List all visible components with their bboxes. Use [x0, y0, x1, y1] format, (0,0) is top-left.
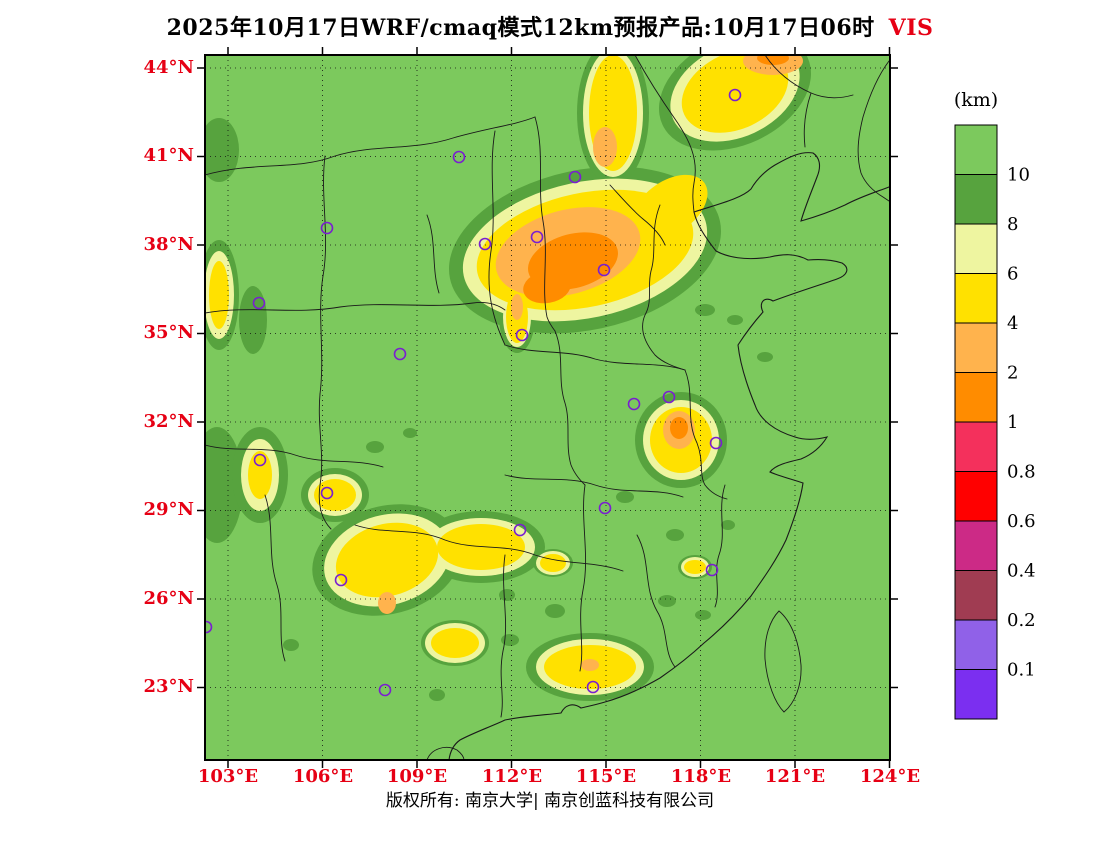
- legend-unit-label: (km): [954, 89, 998, 111]
- lon-label-118e: 118°E: [670, 766, 732, 787]
- legend-cell: [954, 520, 998, 571]
- legend-cell: [954, 174, 998, 225]
- lat-label-41n: 41°N: [143, 145, 194, 166]
- taiwan-island-path: [764, 610, 802, 713]
- legend-cell: [954, 421, 998, 472]
- title-text: 2025年10月17日WRF/cmaq模式12km预报产品:10月17日06时: [166, 15, 875, 41]
- legend-cell: [954, 372, 998, 423]
- legend-tick-labels: 10 8 6 4 2 1 0.8 0.6 0.4 0.2 0.1: [1007, 165, 1036, 681]
- legend-cell: [954, 124, 998, 175]
- legend-label: 8: [1007, 214, 1018, 235]
- legend-cell: [954, 471, 998, 522]
- province-boundaries: [205, 55, 890, 760]
- legend-label: 2: [1007, 363, 1018, 384]
- legend-label: 0.4: [1007, 561, 1036, 582]
- lat-label-44n: 44°N: [143, 57, 194, 78]
- lon-label-124e: 124°E: [859, 766, 921, 787]
- legend-label: 1: [1007, 412, 1018, 433]
- patch-layer-1-2km: [523, 55, 789, 439]
- legend-label: 4: [1007, 313, 1018, 334]
- axis-ticks: [197, 47, 898, 768]
- copyright-footer: 版权所有: 南京大学| 南京创蓝科技有限公司: [385, 791, 715, 811]
- legend-label: 0.1: [1007, 660, 1036, 681]
- map-frame: [204, 54, 891, 761]
- legend-label: 0.6: [1007, 511, 1036, 532]
- map-canvas: [197, 47, 898, 768]
- legend-cell: [954, 619, 998, 670]
- legend-cell: [954, 669, 998, 720]
- page-title: 2025年10月17日WRF/cmaq模式12km预报产品:10月17日06时 V…: [0, 10, 1100, 42]
- legend-label: 0.2: [1007, 610, 1036, 631]
- lat-label-32n: 32°N: [143, 411, 194, 432]
- hainan-island-path: [426, 747, 465, 760]
- lat-label-26n: 26°N: [143, 588, 194, 609]
- lon-label-112e: 112°E: [481, 766, 543, 787]
- lat-label-35n: 35°N: [143, 322, 194, 343]
- coastline-path: [448, 152, 890, 760]
- legend-label: 6: [1007, 264, 1018, 285]
- title-vis-label: VIS: [888, 15, 934, 41]
- lon-label-103e: 103°E: [197, 766, 259, 787]
- lat-label-29n: 29°N: [143, 499, 194, 520]
- lon-label-115e: 115°E: [575, 766, 637, 787]
- legend-cell: [954, 570, 998, 621]
- lat-label-23n: 23°N: [143, 676, 194, 697]
- legend: (km) 10 8 6 4 2 1 0.8 0.6 0.4 0.2 0: [954, 89, 1036, 720]
- lon-label-121e: 121°E: [764, 766, 826, 787]
- grid-lines: [205, 55, 890, 760]
- korea-coast-path: [857, 60, 890, 202]
- legend-label: 0.8: [1007, 462, 1036, 483]
- lon-label-106e: 106°E: [292, 766, 354, 787]
- city-markers: [205, 88, 742, 697]
- lat-label-38n: 38°N: [143, 234, 194, 255]
- lon-label-109e: 109°E: [386, 766, 448, 787]
- legend-cell: [954, 223, 998, 274]
- legend-cell: [954, 273, 998, 324]
- legend-cell: [954, 322, 998, 373]
- legend-label: 10: [1007, 165, 1030, 186]
- legend-color-cells: [954, 124, 998, 720]
